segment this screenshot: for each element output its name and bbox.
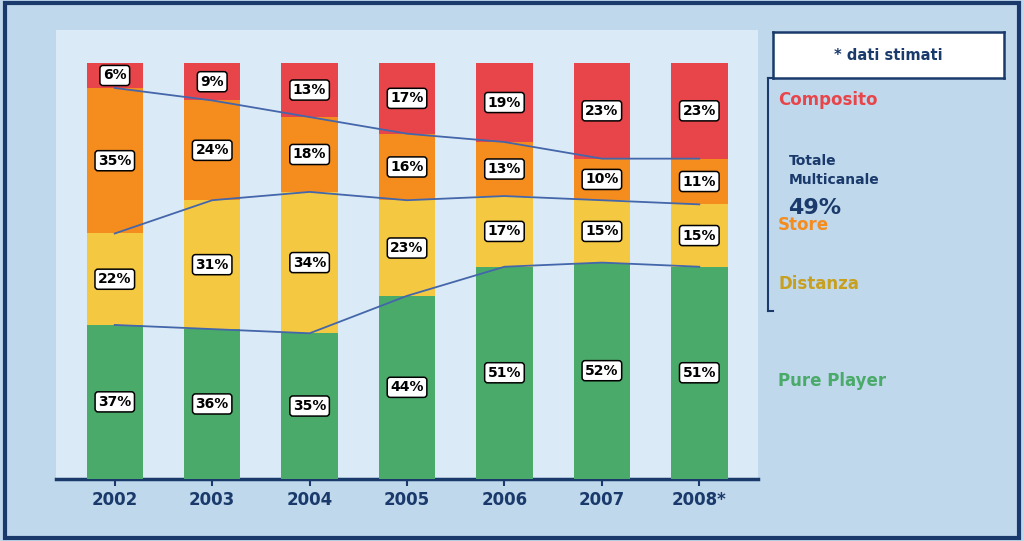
Bar <box>282 117 338 192</box>
Text: 36%: 36% <box>196 397 228 411</box>
Text: 15%: 15% <box>683 228 716 242</box>
Bar <box>476 63 532 142</box>
Bar <box>671 267 728 479</box>
Bar <box>86 325 143 479</box>
Bar <box>671 159 728 204</box>
Text: 17%: 17% <box>390 91 424 105</box>
Text: 24%: 24% <box>196 143 229 157</box>
Text: 16%: 16% <box>390 160 424 174</box>
Bar <box>671 63 728 159</box>
Bar <box>282 333 338 479</box>
Text: * dati stimati: * dati stimati <box>834 48 943 63</box>
Bar <box>379 200 435 296</box>
Bar <box>86 88 143 234</box>
Text: 9%: 9% <box>201 75 224 89</box>
Text: 37%: 37% <box>98 395 131 409</box>
Text: Pure Player: Pure Player <box>778 372 887 391</box>
Bar <box>379 134 435 200</box>
Text: 31%: 31% <box>196 258 229 272</box>
Bar <box>573 262 630 479</box>
Bar <box>573 63 630 159</box>
Text: 23%: 23% <box>585 104 618 118</box>
Text: Totale
Multicanale: Totale Multicanale <box>788 154 880 187</box>
Bar <box>671 204 728 267</box>
Bar <box>282 63 338 117</box>
Text: 17%: 17% <box>487 225 521 239</box>
Bar <box>184 200 241 329</box>
Text: 49%: 49% <box>788 199 842 218</box>
Text: 10%: 10% <box>585 173 618 187</box>
Text: 6%: 6% <box>103 69 127 82</box>
Text: 35%: 35% <box>293 399 327 413</box>
Bar <box>476 267 532 479</box>
Bar <box>184 101 241 200</box>
Text: 19%: 19% <box>487 96 521 109</box>
Text: 11%: 11% <box>683 175 716 188</box>
Bar <box>379 296 435 479</box>
Text: Composito: Composito <box>778 91 878 109</box>
Text: 44%: 44% <box>390 380 424 394</box>
Text: Distanza: Distanza <box>778 275 859 293</box>
Bar <box>379 63 435 134</box>
Text: 23%: 23% <box>683 104 716 118</box>
Bar <box>476 196 532 267</box>
Text: 13%: 13% <box>293 83 327 97</box>
Text: Store: Store <box>778 215 829 234</box>
Text: 15%: 15% <box>585 225 618 239</box>
Bar <box>573 159 630 200</box>
Bar <box>86 63 143 88</box>
Text: 34%: 34% <box>293 255 327 269</box>
Bar <box>573 200 630 262</box>
Text: 35%: 35% <box>98 154 131 168</box>
Text: 52%: 52% <box>585 364 618 378</box>
Text: 22%: 22% <box>98 272 131 286</box>
Bar <box>86 234 143 325</box>
Text: 51%: 51% <box>487 366 521 380</box>
Text: 13%: 13% <box>487 162 521 176</box>
Text: 18%: 18% <box>293 148 327 161</box>
Bar <box>282 192 338 333</box>
Bar <box>184 63 241 101</box>
Bar <box>476 142 532 196</box>
Text: 23%: 23% <box>390 241 424 255</box>
Bar <box>184 329 241 479</box>
Text: 51%: 51% <box>683 366 716 380</box>
